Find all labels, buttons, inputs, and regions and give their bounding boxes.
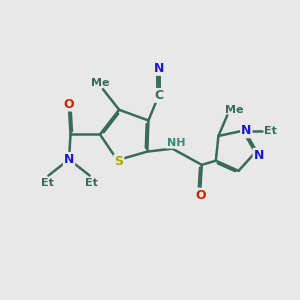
Text: NH: NH <box>167 138 185 148</box>
Text: Et: Et <box>264 126 277 136</box>
Text: N: N <box>64 153 74 166</box>
Text: Me: Me <box>225 105 244 115</box>
Text: S: S <box>114 155 123 168</box>
Text: Et: Et <box>40 178 53 188</box>
Text: O: O <box>64 98 74 110</box>
Text: C: C <box>154 89 163 102</box>
Text: N: N <box>154 62 164 75</box>
Text: N: N <box>241 124 251 137</box>
Text: Me: Me <box>91 78 110 88</box>
Text: O: O <box>195 189 206 202</box>
Text: Et: Et <box>85 178 98 188</box>
Text: N: N <box>254 149 264 162</box>
